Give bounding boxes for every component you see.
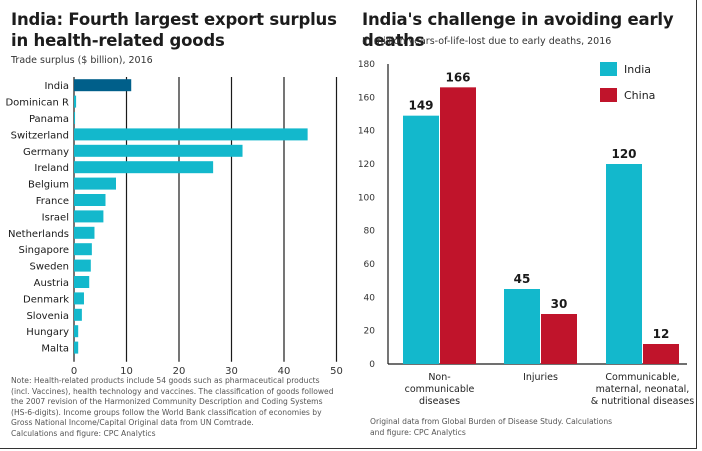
category-label: Netherlands [8, 229, 69, 240]
left-note-line: Gross National Income/Capital Original d… [11, 418, 254, 428]
category-label: Germany [23, 147, 69, 158]
bar-singapore [74, 243, 92, 256]
data-label: 45 [514, 272, 531, 286]
y-tick-label: 160 [358, 93, 375, 103]
left-note-line: the 2007 revision of the Harmonized Comm… [11, 397, 323, 407]
left-note: Note: Health-related products include 54… [11, 376, 334, 440]
right-note: Original data from Global Burden of Dise… [370, 417, 612, 438]
x-tick-label: 30 [225, 366, 238, 375]
category-label: Switzerland [11, 130, 69, 141]
left-title-line-2: in health-related goods [11, 31, 225, 50]
bar-china-1 [541, 314, 577, 364]
left-note-line: Calculations and figure: CPC Analytics [11, 428, 156, 438]
category-label: Singapore [19, 245, 69, 256]
x-tick-label: 10 [120, 366, 133, 375]
category-label: Ireland [34, 163, 69, 174]
x-tick-label: 50 [330, 366, 343, 375]
category-label: Slovenia [26, 311, 69, 322]
frame-border-bottom [0, 448, 697, 449]
category-label: Injuries [523, 372, 558, 383]
y-tick-label: 0 [369, 360, 375, 370]
bar-israel [74, 210, 104, 223]
y-tick-label: 80 [364, 227, 376, 237]
data-label: 166 [445, 70, 470, 84]
bar-france [74, 194, 106, 206]
bar-panama [74, 112, 76, 124]
left-note-line: (incl. Vaccines), health technology and … [11, 386, 334, 396]
bar-belgium [74, 177, 116, 190]
x-tick-label: 40 [278, 366, 291, 375]
left-title-line-1: India: Fourth largest export surplus [11, 10, 337, 29]
data-label: 30 [551, 297, 568, 311]
legend-label-china: China [624, 89, 655, 102]
bar-india-1 [504, 289, 540, 364]
bar-slovenia [74, 308, 82, 321]
data-label: 149 [408, 99, 433, 113]
legend-label-india: India [624, 63, 651, 76]
bar-dominican-r [74, 95, 77, 108]
bar-india-0 [403, 115, 439, 365]
bar-germany [74, 144, 243, 157]
bar-ireland [74, 161, 214, 174]
category-label: Panama [29, 114, 69, 125]
y-tick-label: 180 [358, 60, 375, 70]
category-label: maternal, neonatal, [596, 384, 690, 395]
bar-switzerland [74, 128, 308, 141]
y-tick-label: 100 [358, 193, 375, 203]
y-tick-label: 20 [364, 327, 376, 337]
bar-india [74, 79, 132, 92]
category-label: Non- [428, 372, 450, 383]
category-label: Malta [41, 344, 69, 355]
y-tick-label: 60 [364, 260, 376, 270]
x-tick-label: 0 [71, 366, 77, 375]
bar-denmark [74, 292, 84, 305]
left-chart-subtitle: Trade surplus ($ billion), 2016 [11, 55, 153, 66]
left-note-line: (HS-6-digits). Income groups follow the … [11, 407, 322, 417]
category-label: communicable [405, 384, 475, 395]
right-note-line: and figure: CPC Analytics [370, 427, 466, 437]
category-label: Hungary [26, 327, 69, 338]
data-label: 12 [653, 327, 670, 341]
category-label: Austria [34, 278, 69, 289]
left-chart-title: India: Fourth largest export surplus in … [11, 9, 337, 51]
y-tick-label: 140 [358, 127, 375, 137]
category-label: diseases [419, 396, 460, 407]
category-label: India [44, 81, 69, 92]
bar-india-2 [606, 164, 642, 364]
category-label: Israel [42, 212, 69, 223]
category-label: Communicable, [605, 372, 679, 383]
category-label: & nutritional diseases [591, 396, 694, 407]
y-tick-label: 40 [364, 293, 376, 303]
frame-border-right [696, 0, 697, 449]
x-tick-label: 20 [173, 366, 186, 375]
right-chart-subtitle: In million years-of-life-lost due to ear… [362, 36, 612, 47]
category-label: Sweden [29, 262, 69, 273]
bar-china-2 [643, 344, 679, 364]
bar-hungary [74, 325, 79, 338]
left-bar-chart: 0 10 20 30 40 50 India Dominican R Panama Switzer… [5, 77, 343, 375]
bar-netherlands [74, 226, 95, 239]
bar-malta [74, 341, 79, 354]
data-label: 120 [611, 147, 636, 161]
right-bar-chart: 0 20 40 60 80 100 120 140 160 180 149 166 Non-commun… [358, 60, 694, 407]
legend-swatch-india [600, 62, 617, 76]
bar-china-0 [440, 87, 476, 365]
category-label: Belgium [28, 180, 69, 191]
y-tick-label: 120 [358, 160, 375, 170]
category-label: Denmark [23, 294, 69, 305]
right-chart-title: India's challenge in avoiding early deat… [362, 10, 674, 50]
right-note-line: Original data from Global Burden of Dise… [370, 417, 613, 426]
legend-swatch-china [600, 88, 617, 102]
category-label: Dominican R [5, 98, 69, 109]
bar-sweden [74, 259, 91, 272]
category-label: France [36, 196, 69, 207]
bar-austria [74, 276, 90, 288]
left-note-line: Note: Health-related products include 54… [11, 376, 320, 385]
